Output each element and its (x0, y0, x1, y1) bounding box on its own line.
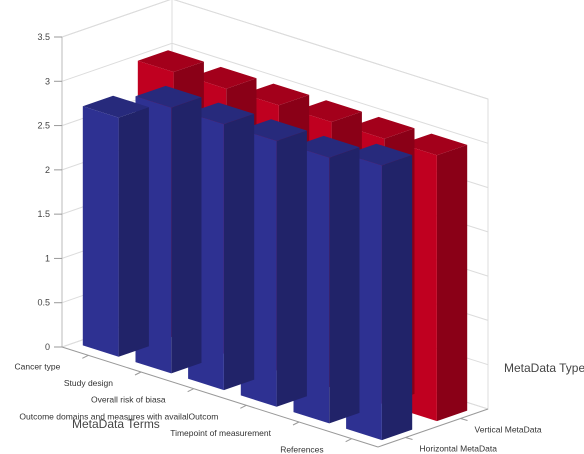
y-tick-label: 2.5 (37, 121, 50, 131)
x-category-label: Timepoint of measurement (170, 428, 271, 438)
x-tick-mark (187, 388, 194, 393)
chart-bars (82, 50, 468, 441)
x-tick-mark (82, 354, 89, 359)
x-category-label: Study design (64, 378, 113, 388)
x-tick-mark (240, 404, 247, 409)
z-tick-mark (460, 418, 468, 421)
y-tick-label: 3 (45, 76, 50, 86)
x-tick-mark (134, 371, 142, 376)
z-axis-categories: Horizontal MetaData Vertical MetaData (405, 418, 542, 454)
y-tick-label: 2 (45, 165, 50, 175)
y-tick-label: 1.5 (37, 209, 50, 219)
x-category-label: Overall risk of biasa (91, 395, 166, 405)
x-tick-mark (292, 421, 300, 426)
y-tick-label: 1 (45, 253, 50, 263)
z-category-label: Vertical MetaData (475, 425, 542, 435)
z-axis-title: MetaData Types (504, 361, 584, 375)
x-axis-categories: Cancer type Study design Overall risk of b… (14, 354, 352, 454)
gridline (61, 0, 489, 100)
floor-edge (61, 346, 379, 448)
z-category-label: Horizontal MetaData (420, 444, 498, 454)
bar (82, 95, 149, 357)
z-tick-mark (405, 437, 413, 440)
y-axis-ticks: 0 0.5 1 1.5 2 2.5 3 3.5 (37, 32, 62, 352)
y-tick-label: 0.5 (37, 298, 50, 308)
x-category-label: References (280, 445, 323, 454)
x-axis-title: MetaData Terms (72, 417, 160, 431)
x-category-label: Outcome domains and measures with availa… (19, 411, 218, 421)
y-tick-label: 0 (45, 342, 50, 352)
y-tick-label: 3.5 (37, 32, 50, 42)
x-category-label: Cancer type (14, 361, 60, 371)
floor-edge (377, 408, 489, 448)
x-tick-mark (345, 438, 352, 443)
